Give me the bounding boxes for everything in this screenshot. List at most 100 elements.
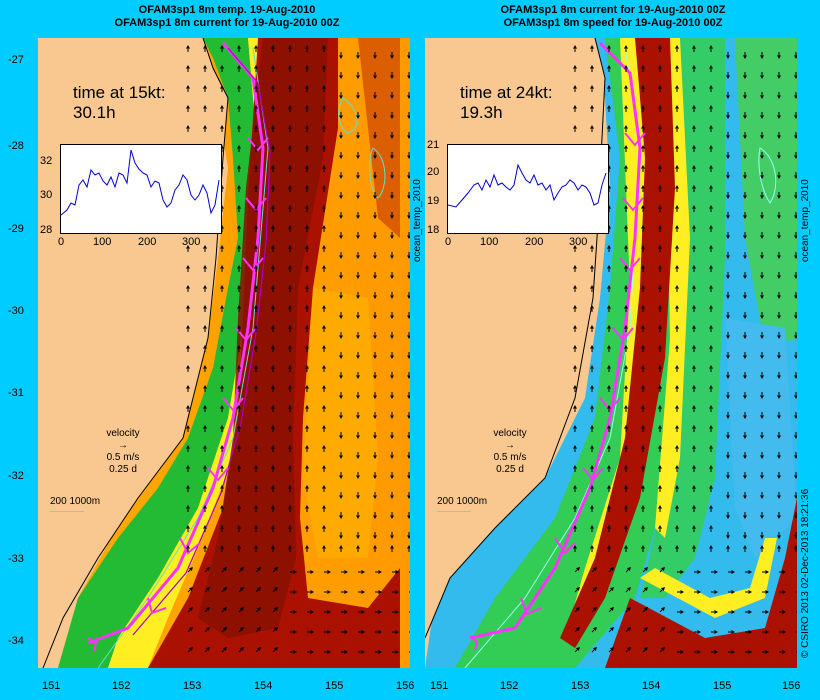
current-vector <box>591 587 597 593</box>
current-vector <box>743 352 747 360</box>
current-vector <box>692 344 696 352</box>
velocity-duration: 0.25 d <box>496 464 524 475</box>
current-vector <box>254 404 258 412</box>
current-vector <box>186 44 190 52</box>
current-vector <box>305 444 309 452</box>
current-vector <box>608 587 614 593</box>
current-vector <box>574 587 580 593</box>
current-vector <box>356 192 360 200</box>
current-vector <box>271 284 275 292</box>
current-vector <box>641 44 645 52</box>
current-vector <box>324 650 332 654</box>
current-vector <box>658 504 662 512</box>
current-vector <box>373 272 377 280</box>
current-vector <box>409 571 410 573</box>
current-vector <box>745 630 753 634</box>
current-vector <box>203 504 207 512</box>
current-vector <box>777 392 781 400</box>
current-vector <box>322 544 326 552</box>
current-vector <box>796 591 797 593</box>
current-vector <box>255 567 261 573</box>
current-vector <box>254 544 258 552</box>
current-vector <box>658 444 662 452</box>
current-vector <box>675 344 679 352</box>
left-time-value: 30.1h <box>73 103 116 122</box>
current-vector <box>641 184 645 192</box>
current-vector <box>573 404 577 412</box>
current-vector <box>777 432 781 440</box>
current-vector <box>339 112 343 120</box>
current-vector <box>659 627 665 633</box>
current-vector <box>641 264 645 272</box>
current-vector <box>760 312 764 320</box>
current-vector <box>794 252 797 260</box>
current-vector <box>203 324 207 332</box>
right-inset-xtick: 100 <box>480 236 499 248</box>
current-vector <box>237 204 241 212</box>
current-vector <box>573 444 577 452</box>
current-vector <box>777 172 781 180</box>
x-tick: 154 <box>254 680 273 692</box>
current-vector <box>675 104 679 112</box>
current-vector <box>288 304 292 312</box>
current-vector <box>743 512 747 520</box>
current-vector <box>322 224 326 232</box>
current-vector <box>573 44 577 52</box>
current-vector <box>305 144 309 152</box>
current-vector <box>658 424 662 432</box>
y-tick: -31 <box>8 387 24 399</box>
current-vector <box>624 84 628 92</box>
current-vector <box>254 104 258 112</box>
current-vector <box>390 92 394 100</box>
current-vector <box>641 164 645 172</box>
left-title-line1: OFAM3sp1 8m temp. 19-Aug-2010 <box>138 4 316 16</box>
current-vector <box>324 590 332 594</box>
current-vector <box>271 204 275 212</box>
current-vector <box>373 544 377 552</box>
left-inset-timeseries <box>60 144 222 234</box>
current-vector <box>760 232 764 240</box>
current-vector <box>658 484 662 492</box>
current-vector <box>777 492 781 500</box>
velocity-speed: 0.5 m/s <box>106 452 140 463</box>
current-vector <box>271 464 275 472</box>
current-vector <box>407 532 410 540</box>
current-vector <box>339 452 343 460</box>
current-vector <box>641 244 645 252</box>
current-vector <box>407 252 410 260</box>
x-tick: 156 <box>782 680 801 692</box>
current-vector <box>745 570 753 574</box>
current-vector <box>324 570 332 574</box>
current-vector <box>271 424 275 432</box>
current-vector <box>290 590 298 594</box>
current-vector <box>760 52 764 60</box>
current-vector <box>711 610 719 614</box>
current-vector <box>324 610 332 614</box>
current-vector <box>675 324 679 332</box>
current-vector <box>794 392 797 400</box>
current-vector <box>608 607 614 613</box>
x-tick: 155 <box>713 680 732 692</box>
current-vector <box>392 630 400 634</box>
current-vector <box>254 84 258 92</box>
current-vector <box>709 224 713 232</box>
current-vector <box>373 472 377 480</box>
current-vector <box>590 44 594 52</box>
depth-contour-label: 200 1000m <box>437 496 488 507</box>
current-vector <box>204 607 210 613</box>
current-vector <box>726 312 730 320</box>
current-vector <box>288 444 292 452</box>
current-vector <box>573 264 577 272</box>
current-vector <box>356 512 360 520</box>
current-vector <box>254 164 258 172</box>
current-vector <box>322 384 326 392</box>
current-vector <box>711 630 719 634</box>
current-vector <box>373 52 377 60</box>
current-vector <box>624 64 628 72</box>
current-vector <box>237 164 241 172</box>
current-vector <box>726 252 730 260</box>
current-vector <box>777 152 781 160</box>
current-vector <box>186 424 190 432</box>
current-vector <box>390 52 394 60</box>
current-vector <box>709 544 713 552</box>
